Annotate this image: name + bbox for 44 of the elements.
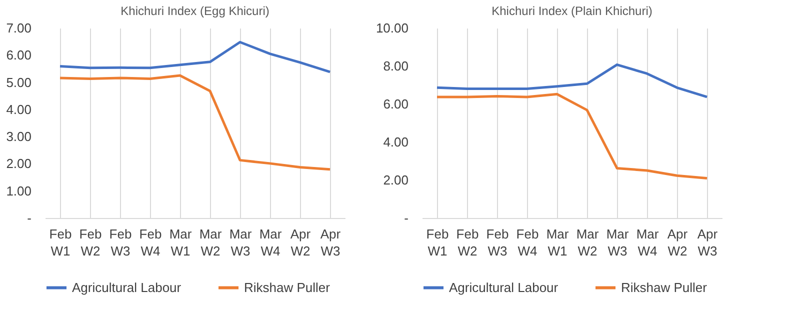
x-tick-label: Apr W2 — [290, 226, 312, 258]
y-tick-label: 4.00 — [6, 102, 32, 117]
x-tick-label: Feb W1 — [49, 226, 72, 258]
x-tick-label: Feb W1 — [426, 226, 449, 258]
x-tick-label: Mar W3 — [606, 226, 630, 258]
line-series — [58, 74, 332, 171]
chart-title: Khichuri Index (Egg Khicuri) — [120, 4, 270, 18]
y-tick-label: 3.00 — [6, 129, 32, 144]
x-tick-label: Feb W4 — [139, 226, 162, 258]
y-tick-label: 4.00 — [383, 134, 408, 150]
x-tick-label: Feb W2 — [79, 226, 102, 258]
y-tick-label: 10.00 — [376, 20, 408, 36]
x-tick-label: Mar W2 — [576, 226, 600, 258]
y-tick-label: - — [404, 210, 408, 226]
x-tick-label: Apr W3 — [697, 226, 718, 258]
y-tick-label: 2.00 — [6, 156, 32, 172]
x-tick-label: Feb W3 — [486, 226, 509, 258]
x-tick-label: Apr W2 — [667, 226, 688, 258]
y-tick-label: 5.00 — [6, 74, 32, 90]
legend-label: Agricultural Labour — [449, 280, 559, 295]
x-tick-label: Mar W3 — [229, 226, 252, 258]
y-tick-label: 2.00 — [383, 172, 408, 188]
y-tick-label: 6.00 — [383, 96, 408, 112]
legend-label: Rikshaw Puller — [621, 280, 708, 295]
x-tick-label: Mar W4 — [636, 226, 660, 258]
x-tick-label: Mar W2 — [199, 226, 222, 258]
line-series — [436, 63, 708, 98]
y-tick-label: 6.00 — [6, 48, 32, 63]
x-tick-label: Feb W2 — [456, 226, 479, 258]
y-tick-label: 7.00 — [6, 20, 32, 36]
y-tick-label: 1.00 — [6, 183, 32, 198]
x-tick-label: Feb W4 — [516, 226, 539, 258]
x-tick-label: Mar W4 — [259, 226, 282, 258]
x-tick-label: Feb W3 — [109, 226, 132, 258]
chart-title: Khichuri Index (Plain Khichuri) — [492, 4, 652, 18]
x-tick-label: Mar W1 — [546, 226, 570, 258]
legend-label: Rikshaw Puller — [244, 280, 331, 295]
x-tick-label: Apr W3 — [320, 226, 342, 258]
y-tick-label: - — [27, 210, 32, 226]
x-tick-label: Mar W1 — [169, 226, 192, 258]
legend-label: Agricultural Labour — [72, 280, 182, 295]
line-series — [436, 92, 708, 180]
y-tick-label: 8.00 — [383, 58, 408, 74]
line-series — [58, 40, 332, 74]
